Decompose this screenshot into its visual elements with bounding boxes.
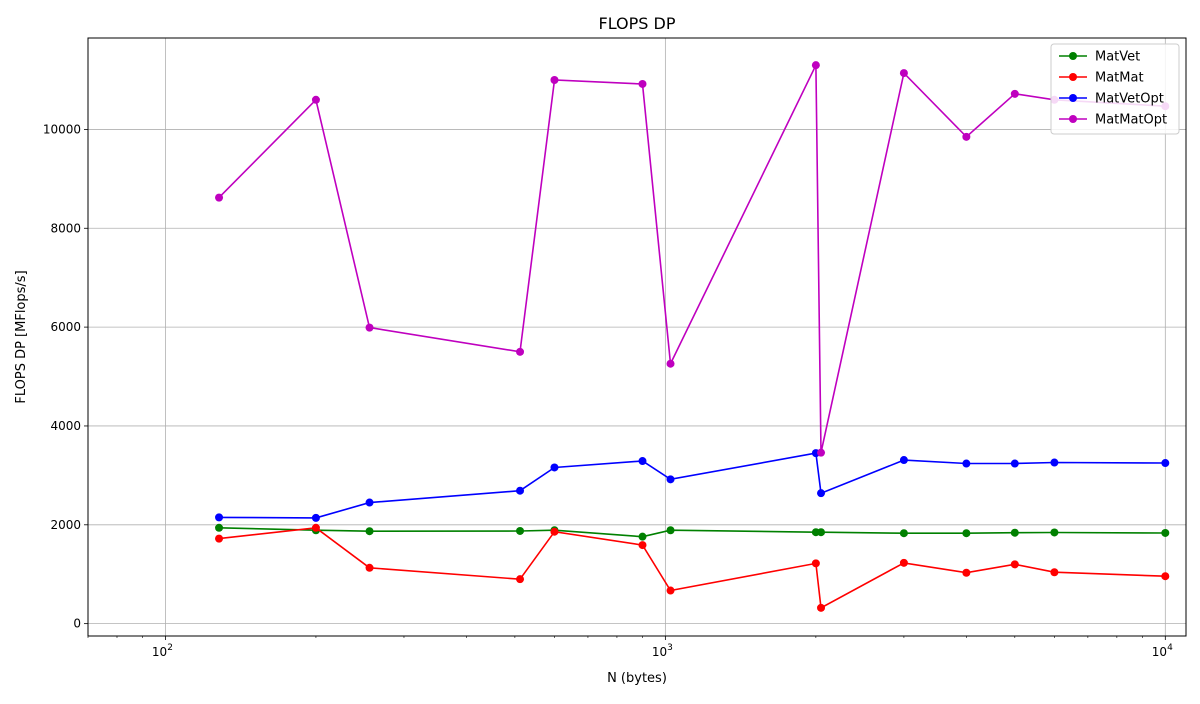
data-point-matmatopt	[666, 359, 675, 368]
series-line-matmat	[218, 526, 1166, 610]
data-point-matvetopt	[638, 457, 647, 466]
data-point-matvetopt	[962, 459, 971, 468]
data-point-matmatopt	[811, 61, 820, 70]
data-point-matmat	[516, 575, 525, 584]
data-point-matmatopt	[311, 95, 320, 104]
data-point-matmatopt	[516, 347, 525, 356]
legend-label-matmat: MatMat	[1095, 71, 1144, 86]
legend-marker-matvetopt	[1069, 94, 1077, 102]
series-line-matmatopt	[218, 64, 1166, 453]
x-tick-base: 10	[152, 645, 167, 659]
legend-marker-matmat	[1069, 73, 1077, 81]
legend: MatVet MatMat MatVetOpt MatMatOpt	[1050, 43, 1180, 135]
data-point-matmat	[215, 534, 224, 543]
x-tick-label: 102	[152, 643, 173, 659]
y-tick-label: 2000	[50, 518, 81, 532]
data-point-matvet	[666, 526, 675, 535]
x-tick-exponent: 4	[1167, 643, 1173, 653]
data-point-matvet	[516, 526, 525, 535]
data-point-matvet	[1010, 528, 1019, 537]
data-point-matmat	[638, 541, 647, 550]
data-point-matmat	[1010, 560, 1019, 569]
y-tick-label: 10000	[43, 122, 81, 136]
x-tick-base: 10	[1152, 645, 1167, 659]
data-point-matvet	[817, 528, 826, 537]
plot-frame	[87, 37, 1187, 637]
chart-title: FLOPS DP	[599, 14, 676, 33]
legend-label-matvet: MatVet	[1095, 50, 1140, 65]
series-line-matvet	[218, 527, 1166, 538]
data-point-matvetopt	[1050, 458, 1059, 467]
data-point-matvet	[962, 529, 971, 538]
data-point-matvet	[1161, 528, 1170, 537]
x-tick-label: 104	[1152, 643, 1173, 659]
data-point-matvetopt	[516, 486, 525, 495]
data-point-matvetopt	[550, 463, 559, 472]
data-point-matmatopt	[215, 193, 224, 202]
data-point-matmat	[550, 527, 559, 536]
data-point-matmat	[1161, 572, 1170, 581]
data-point-matvet	[1050, 528, 1059, 537]
data-point-matvetopt	[311, 513, 320, 522]
x-tick-base: 10	[652, 645, 667, 659]
y-tick-label: 8000	[50, 221, 81, 235]
data-point-matmatopt	[817, 448, 826, 457]
y-tick-label: 0	[73, 617, 81, 631]
data-point-matmat	[1050, 568, 1059, 577]
data-point-matvetopt	[666, 475, 675, 484]
data-point-matvetopt	[215, 513, 224, 522]
data-point-matmat	[817, 603, 826, 612]
data-point-matmat	[311, 523, 320, 532]
y-tick-label: 6000	[50, 320, 81, 334]
data-point-matvetopt	[1161, 459, 1170, 468]
data-point-matmatopt	[550, 76, 559, 85]
grid-layer	[88, 38, 1186, 636]
data-point-matmat	[962, 568, 971, 577]
y-axis-label: FLOPS DP [MFlops/s]	[14, 270, 29, 403]
legend-label-matvetopt: MatVetOpt	[1095, 92, 1164, 107]
legend-box	[1050, 43, 1180, 135]
x-tick-exponent: 2	[167, 643, 173, 653]
data-point-matmatopt	[1010, 89, 1019, 98]
data-point-matmatopt	[962, 132, 971, 141]
x-tick-exponent: 3	[667, 643, 673, 653]
data-point-matmatopt	[899, 69, 908, 78]
data-point-matmat	[365, 563, 374, 572]
data-point-matmat	[899, 558, 908, 567]
data-point-matvetopt	[817, 489, 826, 498]
data-point-matvet	[638, 532, 647, 541]
data-point-matvetopt	[1010, 459, 1019, 468]
x-tick-label: 103	[652, 643, 673, 659]
y-tick-label: 4000	[50, 419, 81, 433]
data-point-matmatopt	[365, 323, 374, 332]
data-point-matvet	[899, 529, 908, 538]
data-point-matvet	[365, 527, 374, 536]
data-point-matvetopt	[899, 456, 908, 465]
data-point-matvetopt	[365, 498, 374, 507]
data-point-matmatopt	[638, 79, 647, 88]
legend-marker-matvet	[1069, 52, 1077, 60]
data-point-matvet	[215, 523, 224, 532]
data-point-matmat	[811, 559, 820, 568]
data-point-matmat	[666, 586, 675, 595]
legend-marker-matmatopt	[1069, 115, 1077, 123]
legend-label-matmatopt: MatMatOpt	[1095, 113, 1167, 128]
x-axis-label: N (bytes)	[607, 671, 667, 686]
series-line-matvetopt	[218, 452, 1166, 519]
